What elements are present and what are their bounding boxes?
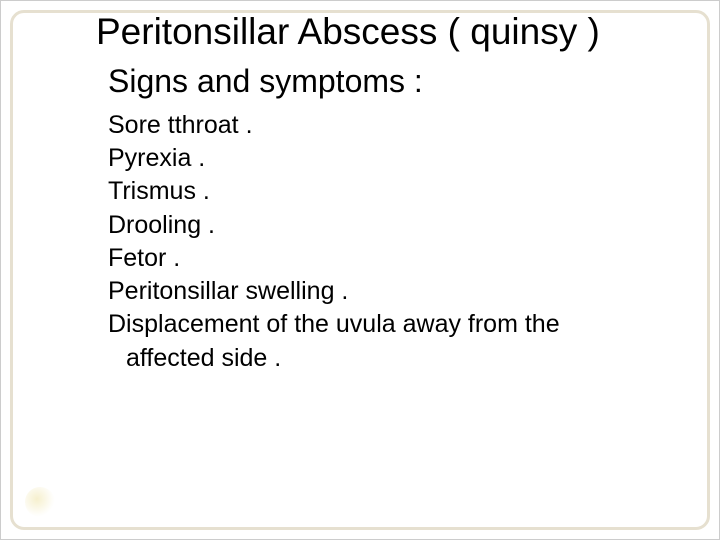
list-item: Trismus . — [108, 176, 679, 207]
list-item: Drooling . — [108, 210, 679, 241]
list-item: Peritonsillar swelling . — [108, 276, 679, 307]
slide-title: Peritonsillar Abscess ( quinsy ) — [96, 11, 679, 54]
list-item-continuation: affected side . — [108, 343, 679, 374]
symptom-list: Sore tthroat . Pyrexia . Trismus . Drool… — [108, 110, 679, 374]
slide-subtitle: Signs and symptoms : — [108, 62, 679, 100]
slide-container: Peritonsillar Abscess ( quinsy ) Signs a… — [0, 0, 720, 540]
list-item: Sore tthroat . — [108, 110, 679, 141]
list-item: Fetor . — [108, 243, 679, 274]
slide-content: Peritonsillar Abscess ( quinsy ) Signs a… — [1, 1, 719, 539]
list-item: Displacement of the uvula away from the — [108, 309, 679, 340]
list-item: Pyrexia . — [108, 143, 679, 174]
